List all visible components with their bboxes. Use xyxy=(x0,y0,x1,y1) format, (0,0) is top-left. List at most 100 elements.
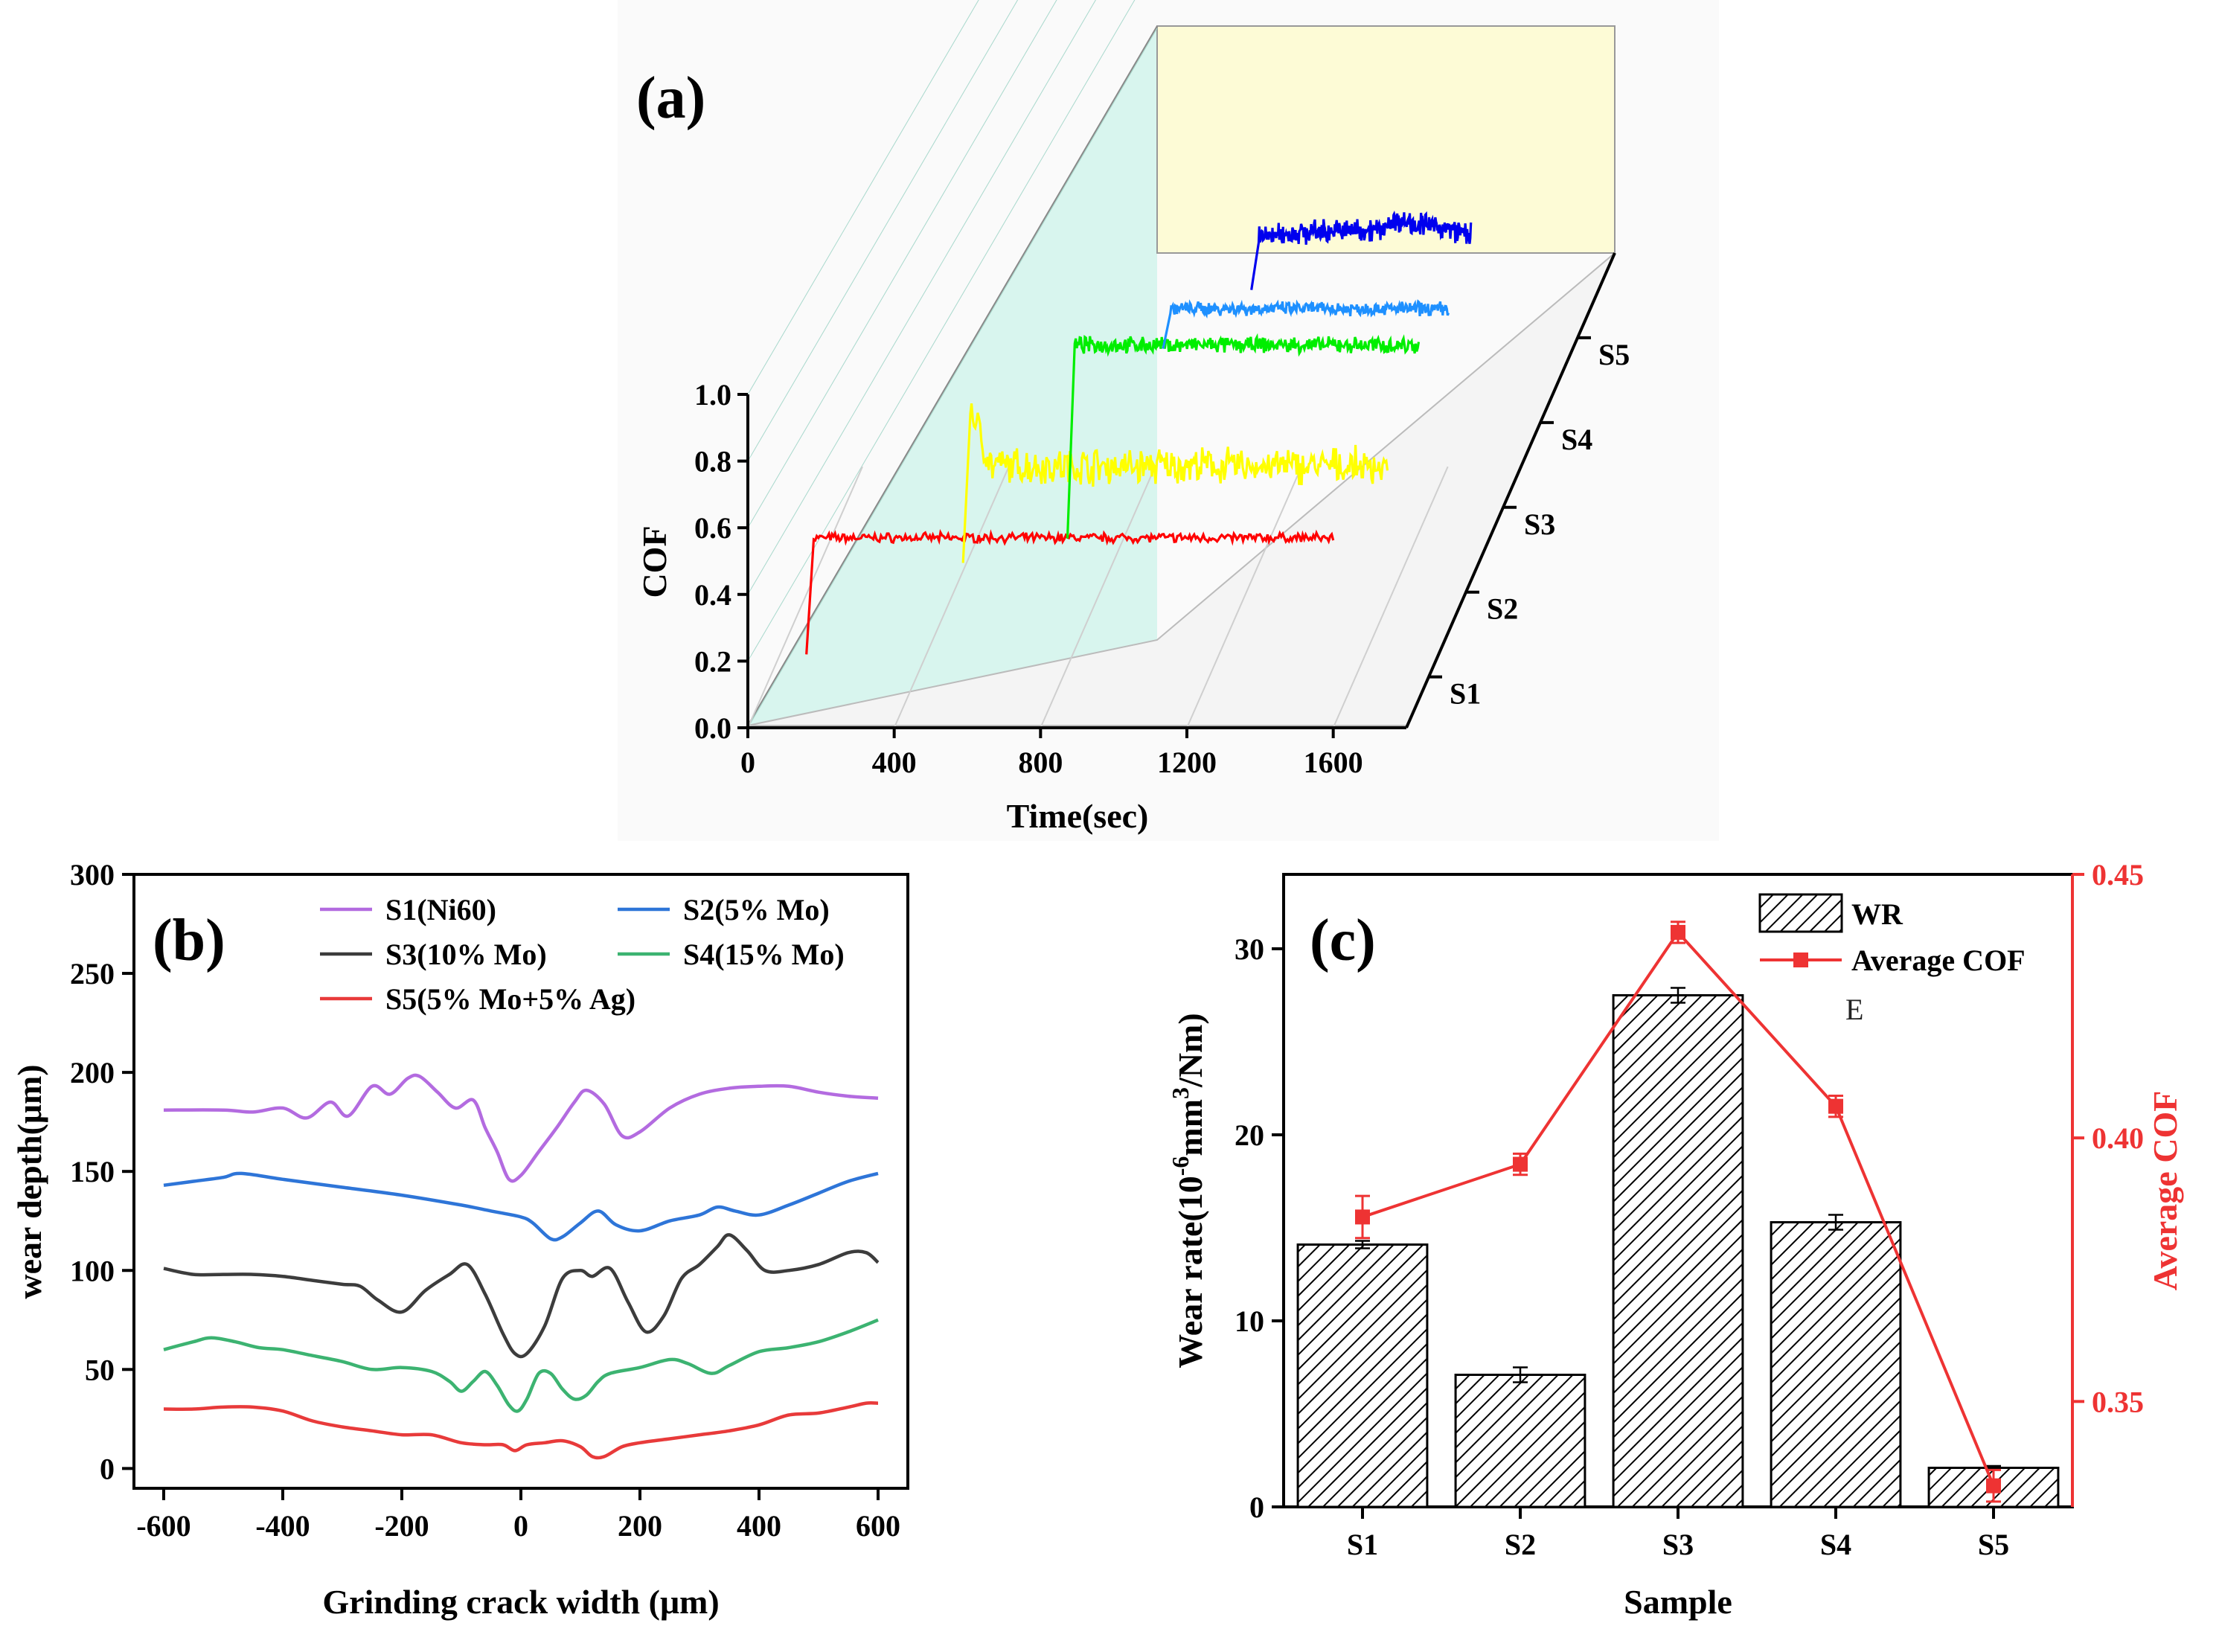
panel-b-x-tick-label: 400 xyxy=(737,1509,781,1543)
panel-a-x-tick-label: 1200 xyxy=(1157,746,1217,779)
panel-c-x-tick-label: S3 xyxy=(1662,1528,1694,1561)
panel-c-y-axis-title: Wear rate(10-6mm3/Nm) xyxy=(1167,1013,1209,1368)
panel-c-x-tick-label: S2 xyxy=(1505,1528,1536,1561)
panel-a-y-axis-title: COF xyxy=(635,525,673,598)
panel-b-legend-label: S2(5% Mo) xyxy=(683,893,830,926)
panel-b-x-tick-label: -600 xyxy=(136,1509,190,1543)
panel-b-label: (b) xyxy=(153,908,225,973)
panel-b-series-lines xyxy=(163,1073,880,1460)
panel-c-bars xyxy=(1296,987,2060,1508)
panel-c-x-tick-label: S4 xyxy=(1820,1528,1851,1561)
panel-c-y-tick-label: 30 xyxy=(1235,932,1264,966)
panel-a-x-tick-label: 0 xyxy=(740,746,755,779)
panel-a-y-tick-label: 0.8 xyxy=(694,445,731,478)
panel-c-y-tick-label: 10 xyxy=(1235,1304,1264,1338)
panel-b-y-tick-label: 100 xyxy=(70,1254,115,1287)
panel-a-wall-gridline xyxy=(747,28,1158,729)
panel-a-wall-gridline xyxy=(747,0,1057,528)
panel-a-x-tick-label: 1600 xyxy=(1304,746,1363,779)
panel-b-y-tick-label: 250 xyxy=(70,957,115,990)
panel-c-stray-letter: E xyxy=(1845,993,1863,1026)
panel-b-series-line xyxy=(163,1318,879,1413)
panel-a-depth-axis xyxy=(1405,252,1616,729)
panel-c-x-tick-label: S5 xyxy=(1978,1528,2009,1561)
panel-a-series-s1 xyxy=(805,528,1335,655)
panel-a-depth-label: S4 xyxy=(1561,423,1592,456)
panel-a-x-axis-title: Time(sec) xyxy=(1007,797,1149,835)
panel-a-y-tick-label: 0.6 xyxy=(694,511,731,545)
panel-a-x-tick-label: 800 xyxy=(1018,746,1063,779)
panel-b-y-tick-label: 150 xyxy=(70,1155,115,1188)
panel-a-left-wall-edge xyxy=(747,25,1158,726)
panel-c-legend-wr-swatch xyxy=(1758,893,1843,933)
panel-c-bar xyxy=(1454,1374,1586,1508)
panel-b-y-tick-label: 0 xyxy=(100,1452,115,1485)
panel-c-bar-error xyxy=(1355,1240,1370,1249)
panel-c-wear-rate-chart: S1 S2 S3 S4 S5 0 10 20 30 0.35 0.40 0.45 WR Average … xyxy=(1167,858,2184,1621)
panel-c-bar-error xyxy=(1828,1214,1843,1231)
panel-a-label: (a) xyxy=(636,65,705,131)
panel-c-y-tick-label: 0 xyxy=(1249,1491,1264,1524)
panel-c-cof-marker xyxy=(1355,1209,1370,1225)
panel-b-x-tick-label: -200 xyxy=(374,1509,429,1543)
panel-b-y-tick-label: 200 xyxy=(70,1056,115,1089)
panel-a-depth-label: S1 xyxy=(1450,677,1481,711)
panel-a-y-tick-label: 0.2 xyxy=(694,644,731,678)
panel-a-gridlines xyxy=(747,0,1449,729)
panel-a-wall-gridline xyxy=(747,0,1096,595)
panel-b-x-axis-title: Grinding crack width (μm) xyxy=(322,1583,719,1621)
panel-c-right-tick-label: 0.45 xyxy=(2092,858,2144,891)
panel-c-bar-error xyxy=(1671,987,1685,1004)
panel-c-cof-marker xyxy=(1986,1478,2001,1493)
panel-b-legend-label: S4(15% Mo) xyxy=(683,938,845,971)
panel-c-bar xyxy=(1296,1243,1429,1508)
panel-a-wall-gridline xyxy=(747,0,1136,662)
panel-a-y-tick-label: 1.0 xyxy=(694,378,731,412)
panel-a-back-wall xyxy=(1156,25,1616,254)
panel-c-legend-wr-label: WR xyxy=(1851,897,1903,931)
panel-c-cof-line xyxy=(1355,921,2001,1503)
panel-b-legend-label: S5(5% Mo+5% Ag) xyxy=(385,982,635,1016)
panel-b-legend: S1(Ni60) S2(5% Mo) S3(10% Mo) S4(15% Mo) S5(… xyxy=(320,893,845,1016)
panel-a-depth-label: S2 xyxy=(1487,592,1518,626)
panel-b-series-line xyxy=(163,1233,880,1359)
panel-a-series-s3 xyxy=(1066,333,1421,539)
panel-c-ticks: S1 S2 S3 S4 S5 0 10 20 30 0.35 0.40 0.45 xyxy=(1235,858,2144,1561)
panel-a-y-tick-label: 0.0 xyxy=(694,711,731,745)
panel-b-x-tick-label: 200 xyxy=(618,1509,662,1543)
panel-b-series-line xyxy=(163,1171,879,1242)
panel-c-right-tick-label: 0.35 xyxy=(2092,1385,2144,1418)
panel-c-y-tick-label: 20 xyxy=(1235,1118,1264,1152)
panel-b-legend-label: S1(Ni60) xyxy=(385,893,496,926)
panel-b-x-tick-label: 600 xyxy=(856,1509,900,1543)
panel-c-label: (c) xyxy=(1310,908,1376,973)
panel-c-cof-marker xyxy=(1671,924,1685,940)
panel-c-right-axis-title: Average COF xyxy=(2146,1091,2184,1291)
panel-b-x-tick-label: 0 xyxy=(513,1509,528,1543)
panel-c-bar xyxy=(1770,1221,1902,1508)
panel-b-ticks: -600 -400 -200 0 200 400 600 0 50 100 150 200 250 300 xyxy=(70,858,900,1543)
panel-a-series-s5 xyxy=(1250,210,1473,290)
panel-b-y-tick-label: 50 xyxy=(85,1353,115,1386)
panel-a-series-lines xyxy=(805,210,1473,655)
panel-a-cof-3d-chart: 0.0 0.2 0.4 0.6 0.8 1.0 0 400 800 1200 1600 S1 S2 S3 S… xyxy=(618,0,1719,841)
panel-a-floor-gridline xyxy=(1040,466,1156,729)
panel-c-legend-cof-label: Average COF xyxy=(1851,944,2026,977)
panel-a-floor-gridline xyxy=(1186,466,1302,729)
panel-c-right-tick-label: 0.40 xyxy=(2092,1121,2144,1155)
panel-b-y-axis-title: wear depth(μm) xyxy=(10,1064,48,1299)
panel-b-x-tick-label: -400 xyxy=(255,1509,310,1543)
panel-c-legend: WR Average COF xyxy=(1758,893,2026,977)
panel-c-cof-marker xyxy=(1513,1156,1528,1172)
panel-c-legend-cof-marker xyxy=(1793,953,1808,967)
panel-a-ticks: 0.0 0.2 0.4 0.6 0.8 1.0 0 400 800 1200 1600 S1 S2 S3 S… xyxy=(694,336,1630,779)
panel-b-wear-depth-chart: -600 -400 -200 0 200 400 600 0 50 100 150 200 250 300… xyxy=(10,858,909,1621)
panel-c-bar-error xyxy=(1513,1366,1528,1383)
panel-b-legend-label: S3(10% Mo) xyxy=(385,938,547,971)
panel-b-series-line xyxy=(163,1400,879,1460)
panel-c-cof-marker xyxy=(1828,1098,1843,1114)
panel-b-series-line xyxy=(163,1073,879,1183)
panel-a-wall-gridline xyxy=(747,0,979,395)
panel-a-depth-label: S3 xyxy=(1524,508,1555,541)
